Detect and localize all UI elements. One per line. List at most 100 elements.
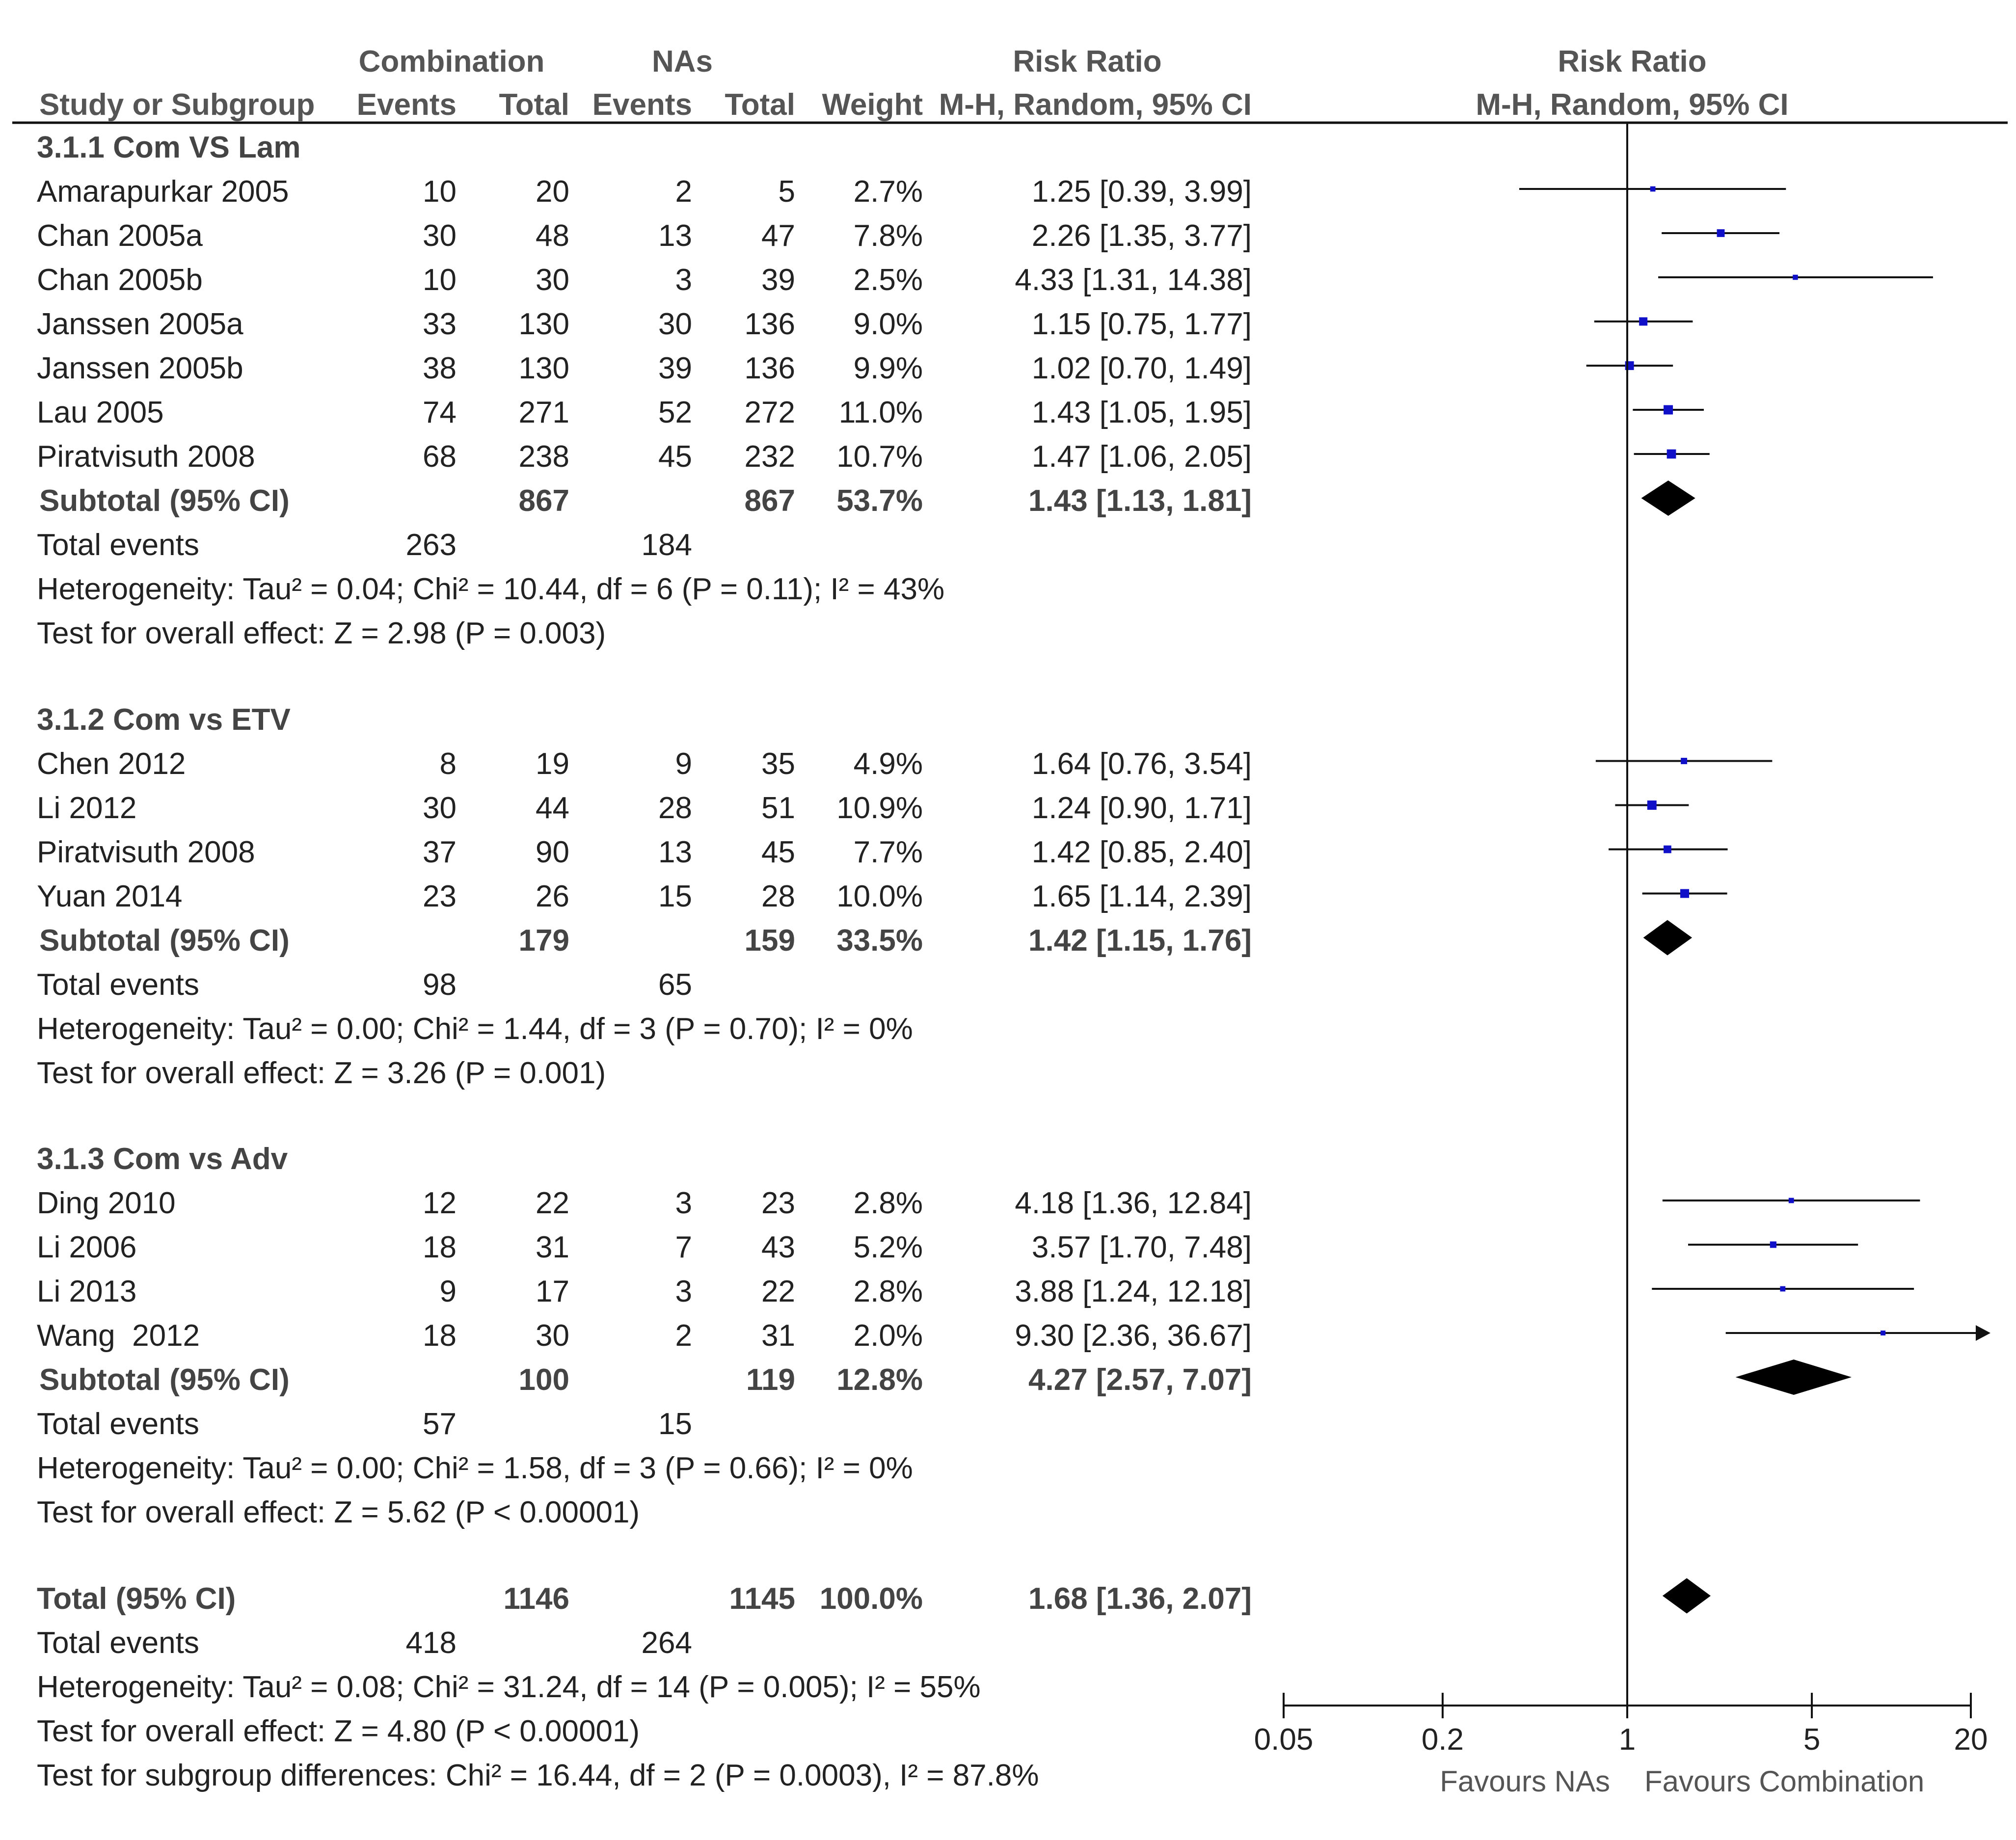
study-weight: 4.9% <box>853 747 923 781</box>
events1-header: Events <box>356 88 457 122</box>
events2-header: Events <box>592 88 692 122</box>
subtotal-total1: 179 <box>518 923 569 958</box>
study-name: Janssen 2005a <box>37 307 243 341</box>
total-nas: 136 <box>744 307 795 341</box>
study-weight: 7.7% <box>853 835 923 869</box>
nas-header: NAs <box>651 45 713 79</box>
total-events-combination: 263 <box>405 528 457 562</box>
study-weight: 5.2% <box>853 1230 923 1264</box>
total2-header: Total <box>725 88 796 122</box>
events-combination: 10 <box>423 263 457 297</box>
total-nas: 39 <box>761 263 795 297</box>
subtotal-label: Subtotal (95% CI) <box>39 484 290 518</box>
total-nas: 31 <box>761 1319 795 1353</box>
events-nas: 2 <box>675 175 692 209</box>
study-ci: 3.57 [1.70, 7.48] <box>1031 1230 1252 1264</box>
study-name: Chen 2012 <box>37 747 186 781</box>
x-tick-label: 20 <box>1954 1723 1988 1757</box>
overall-effect: Test for overall effect: Z = 2.98 (P = 0… <box>37 616 606 650</box>
events-combination: 23 <box>423 879 457 913</box>
events-combination: 9 <box>439 1275 457 1308</box>
total-combination: 20 <box>536 175 569 209</box>
study-ci: 1.42 [0.85, 2.40] <box>1031 835 1252 869</box>
study-name: Li 2012 <box>37 791 137 825</box>
study-weight: 10.7% <box>836 440 923 474</box>
plot-rr-header: Risk Ratio <box>1558 45 1707 79</box>
heterogeneity: Heterogeneity: Tau² = 0.00; Chi² = 1.58,… <box>37 1451 913 1485</box>
total-events-nas: 15 <box>658 1407 692 1441</box>
weight-header: Weight <box>822 88 923 122</box>
study-ci: 4.18 [1.36, 12.84] <box>1015 1186 1252 1220</box>
study-name: Lau 2005 <box>37 396 164 429</box>
total-combination: 30 <box>536 1319 569 1353</box>
study-ci: 1.64 [0.76, 3.54] <box>1031 747 1252 781</box>
point-estimate <box>1664 845 1671 853</box>
subtotal-ci: 4.27 [2.57, 7.07] <box>1028 1363 1252 1397</box>
subtotal-ci: 1.42 [1.15, 1.76] <box>1028 923 1252 958</box>
events-combination: 30 <box>423 791 457 825</box>
total-combination: 22 <box>536 1186 569 1220</box>
total-combination: 17 <box>536 1275 569 1308</box>
study-weight: 9.9% <box>853 351 923 385</box>
point-estimate <box>1717 229 1725 237</box>
x-tick-label: 0.2 <box>1422 1723 1464 1757</box>
total-events-label: Total events <box>37 528 199 562</box>
events-nas: 3 <box>675 1275 692 1308</box>
study-weight: 2.8% <box>853 1186 923 1220</box>
study-weight: 2.5% <box>853 263 923 297</box>
total-events-combination: 98 <box>423 967 457 1002</box>
total1-header: Total <box>499 88 570 122</box>
total-combination: 90 <box>536 835 569 869</box>
study-header: Study or Subgroup <box>39 88 315 122</box>
total-nas: 232 <box>744 440 795 474</box>
events-nas: 52 <box>658 396 692 429</box>
point-estimate <box>1667 449 1676 459</box>
study-ci: 1.43 [1.05, 1.95] <box>1031 396 1252 429</box>
total-nas: 45 <box>761 835 795 869</box>
total-combination: 48 <box>536 219 569 253</box>
study-weight: 2.0% <box>853 1319 923 1353</box>
point-estimate <box>1788 1198 1794 1203</box>
point-estimate <box>1680 889 1690 898</box>
total-nas: 28 <box>761 879 795 913</box>
study-name: Piratvisuth 2008 <box>37 440 255 474</box>
study-name: Chan 2005b <box>37 263 203 297</box>
total-events-label: Total events <box>37 1407 199 1441</box>
total-events-nas: 184 <box>641 528 692 562</box>
total-combination: 26 <box>536 879 569 913</box>
study-ci: 1.15 [0.75, 1.77] <box>1031 307 1252 341</box>
heterogeneity: Heterogeneity: Tau² = 0.04; Chi² = 10.44… <box>37 572 945 606</box>
total-nas: 51 <box>761 791 795 825</box>
subtotal-label: Subtotal (95% CI) <box>39 923 290 958</box>
events-combination: 37 <box>423 835 457 869</box>
total-nas: 5 <box>778 175 795 209</box>
total-total2: 1145 <box>729 1581 795 1616</box>
subgroup-differences: Test for subgroup differences: Chi² = 16… <box>37 1758 1039 1792</box>
study-name: Wang 2012 <box>37 1319 200 1353</box>
events-nas: 45 <box>658 440 692 474</box>
total-nas: 47 <box>761 219 795 253</box>
total-nas: 23 <box>761 1186 795 1220</box>
study-name: Amarapurkar 2005 <box>37 175 289 209</box>
heterogeneity: Heterogeneity: Tau² = 0.00; Chi² = 1.44,… <box>37 1012 913 1046</box>
study-ci: 1.47 [1.06, 2.05] <box>1031 440 1252 474</box>
events-combination: 12 <box>423 1186 457 1220</box>
study-name: Janssen 2005b <box>37 351 243 385</box>
events-nas: 2 <box>675 1319 692 1353</box>
total-events-nas: 65 <box>658 967 692 1002</box>
study-name: Li 2006 <box>37 1230 137 1264</box>
subtotal-total1: 867 <box>518 484 569 518</box>
events-combination: 68 <box>423 440 457 474</box>
total-combination: 130 <box>518 351 569 385</box>
total-events-combination: 57 <box>423 1407 457 1441</box>
point-estimate <box>1650 186 1656 192</box>
total-combination: 19 <box>536 747 569 781</box>
ci-arrow <box>1976 1325 1990 1341</box>
total-combination: 30 <box>536 263 569 297</box>
point-estimate <box>1793 274 1798 280</box>
point-estimate <box>1780 1286 1786 1292</box>
favours-right-label: Favours Combination <box>1644 1765 1924 1798</box>
study-weight: 10.9% <box>836 791 923 825</box>
study-name: Li 2013 <box>37 1275 137 1308</box>
